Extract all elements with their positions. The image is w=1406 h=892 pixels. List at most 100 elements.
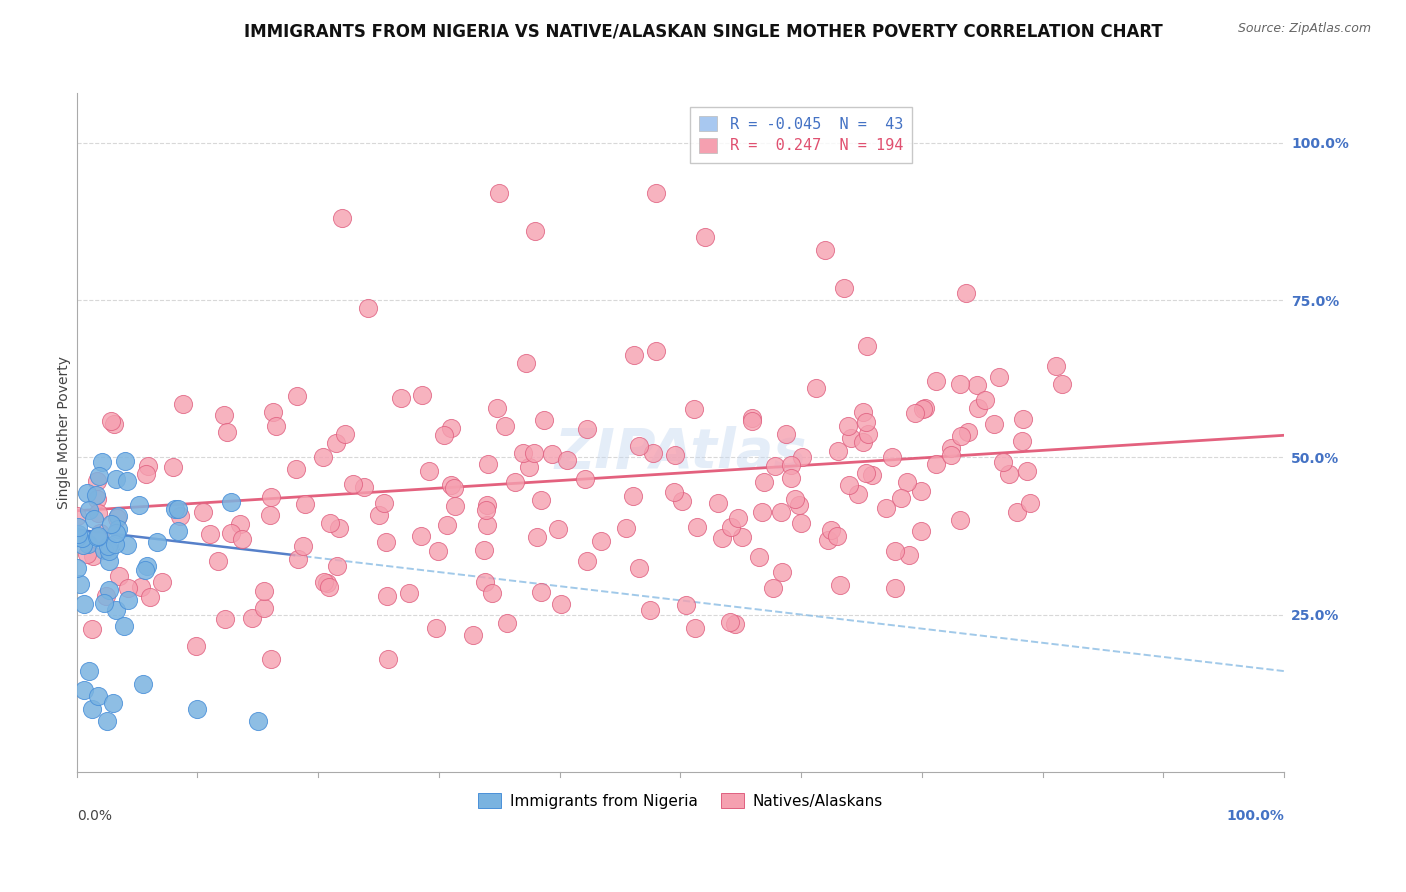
Point [530, 493, 553, 508]
Point [114, 454, 136, 468]
Text: IMMIGRANTS FROM NIGERIA VS NATIVE/ALASKAN SINGLE MOTHER POVERTY CORRELATION CHAR: IMMIGRANTS FROM NIGERIA VS NATIVE/ALASKA… [243, 22, 1163, 40]
Point [162, 460, 184, 475]
Point [342, 476, 364, 491]
Point [727, 511, 749, 525]
Point [838, 478, 860, 492]
Point [955, 286, 977, 301]
Point [253, 583, 276, 598]
Point [129, 581, 152, 595]
Point [846, 487, 869, 501]
Point [191, 505, 214, 519]
Point [117, 592, 139, 607]
Point [883, 581, 905, 595]
Point [675, 599, 697, 613]
Point [550, 597, 572, 611]
Point [1019, 496, 1042, 510]
Point [890, 491, 912, 505]
Point [914, 401, 936, 415]
Point [66, 527, 89, 541]
Point [325, 435, 347, 450]
Point [820, 523, 842, 537]
Point [312, 450, 335, 465]
Point [93, 596, 115, 610]
Point [591, 534, 613, 549]
Point [939, 448, 962, 462]
Legend: R = -0.045  N =  43, R =  0.247  N = 194: R = -0.045 N = 43, R = 0.247 N = 194 [690, 107, 912, 162]
Point [100, 517, 122, 532]
Point [904, 406, 927, 420]
Point [883, 544, 905, 558]
Point [827, 443, 849, 458]
Point [475, 498, 498, 512]
Point [285, 462, 308, 476]
Point [839, 431, 862, 445]
Text: 0.0%: 0.0% [77, 809, 111, 823]
Point [526, 530, 548, 544]
Point [780, 471, 803, 485]
Point [184, 639, 207, 653]
Point [96, 714, 118, 729]
Point [87, 690, 110, 704]
Point [1012, 412, 1035, 426]
Point [814, 243, 837, 257]
Point [375, 534, 398, 549]
Point [97, 539, 120, 553]
Point [82, 549, 104, 564]
Point [112, 619, 135, 633]
Point [200, 527, 222, 541]
Point [896, 475, 918, 490]
Point [285, 389, 308, 403]
Point [150, 575, 173, 590]
Point [377, 651, 399, 665]
Point [988, 370, 1011, 384]
Point [166, 524, 188, 538]
Point [496, 615, 519, 630]
Point [136, 559, 159, 574]
Point [425, 622, 447, 636]
Point [775, 427, 797, 442]
Point [260, 491, 283, 505]
Point [949, 513, 972, 527]
Point [411, 388, 433, 402]
Point [264, 419, 287, 434]
Point [720, 519, 742, 533]
Point [217, 425, 239, 440]
Point [128, 498, 150, 512]
Point [832, 280, 855, 294]
Point [93, 543, 115, 558]
Point [166, 502, 188, 516]
Point [219, 526, 242, 541]
Point [104, 537, 127, 551]
Point [671, 494, 693, 508]
Point [769, 505, 792, 519]
Point [246, 714, 269, 729]
Point [911, 401, 934, 416]
Point [763, 459, 786, 474]
Point [925, 457, 948, 471]
Point [488, 186, 510, 201]
Point [398, 585, 420, 599]
Point [574, 472, 596, 486]
Point [89, 469, 111, 483]
Point [186, 702, 208, 716]
Point [628, 439, 651, 453]
Point [318, 516, 340, 530]
Point [555, 452, 578, 467]
Point [503, 475, 526, 489]
Point [318, 580, 340, 594]
Point [645, 344, 668, 359]
Point [530, 584, 553, 599]
Point [683, 402, 706, 417]
Point [76, 547, 98, 561]
Point [830, 578, 852, 592]
Text: ZIPAtlas: ZIPAtlas [554, 425, 807, 480]
Point [486, 401, 509, 415]
Point [576, 554, 599, 568]
Point [910, 524, 932, 538]
Point [998, 467, 1021, 481]
Point [77, 537, 100, 551]
Point [214, 612, 236, 626]
Point [107, 508, 129, 523]
Point [98, 543, 121, 558]
Point [169, 508, 191, 523]
